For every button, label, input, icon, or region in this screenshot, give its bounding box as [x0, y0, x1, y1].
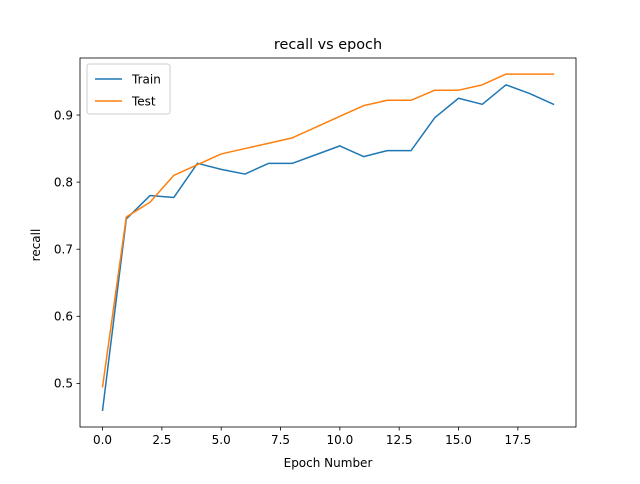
x-tick-label: 5.0: [212, 433, 231, 447]
chart-title: recall vs epoch: [274, 37, 382, 53]
legend-label-test: Test: [131, 95, 156, 109]
x-tick-label: 2.5: [152, 433, 171, 447]
axes-layer: 0.0 2.5 5.0 7.5 10.0 12.5 15.0 17.5 0.5 0.6 0.7 0.8…: [54, 57, 577, 447]
legend: Train Test: [86, 63, 171, 115]
y-tick-label: 0.5: [54, 377, 73, 391]
y-axis-label: recall: [29, 229, 43, 262]
x-axis-label: Epoch Number: [284, 456, 373, 470]
series-line-train: [101, 84, 555, 412]
x-tick-label: 10.0: [327, 433, 354, 447]
series-layer: [101, 73, 555, 412]
y-tick-label: 0.9: [54, 108, 73, 122]
legend-label-train: Train: [131, 73, 161, 87]
series-line-test: [101, 73, 555, 388]
x-tick-label: 15.0: [445, 433, 472, 447]
x-tick-label: 17.5: [504, 433, 531, 447]
plot-frame: [79, 57, 577, 428]
x-tick-label: 7.5: [271, 433, 290, 447]
y-tick-label: 0.7: [54, 243, 73, 257]
y-tick-label: 0.6: [54, 310, 73, 324]
legend-box: [86, 63, 171, 115]
y-tick-label: 0.8: [54, 175, 73, 189]
x-tick-label: 0.0: [93, 433, 112, 447]
x-tick-label: 12.5: [386, 433, 413, 447]
